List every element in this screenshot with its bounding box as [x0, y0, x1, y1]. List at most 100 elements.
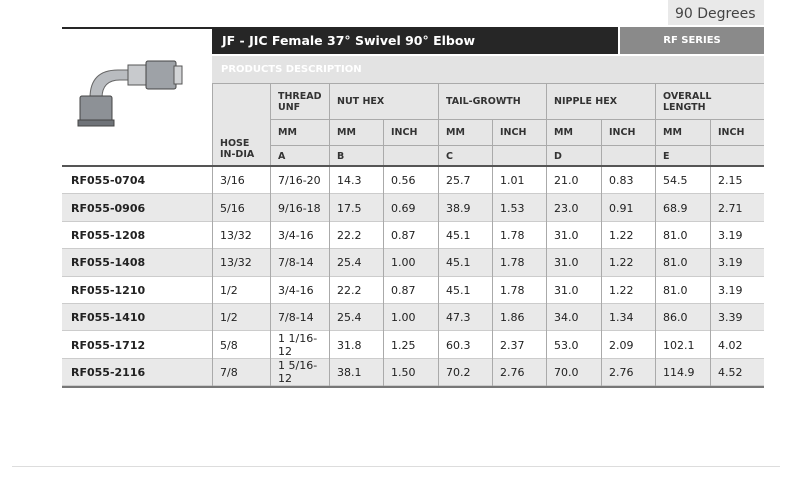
- cell: 3/16: [212, 167, 270, 195]
- cell: 1.01: [492, 167, 546, 195]
- cell: 31.0: [546, 249, 601, 277]
- cell: 70.0: [546, 358, 601, 387]
- cell: 13/32: [212, 249, 270, 277]
- unit-header: MM: [655, 119, 710, 145]
- cell: 0.56: [383, 167, 438, 195]
- cell: 1.78: [492, 249, 546, 277]
- cell: 0.69: [383, 194, 438, 222]
- cell: 0.91: [601, 194, 655, 222]
- cell: 1 1/16-12: [270, 331, 329, 359]
- cell: 54.5: [655, 167, 710, 195]
- cell: 1.22: [601, 249, 655, 277]
- letter-header: C: [438, 145, 492, 166]
- cell: 70.2: [438, 358, 492, 387]
- group-header: THREAD UNF: [270, 83, 329, 119]
- cell: 4.52: [710, 358, 764, 387]
- header-bottom-border: [62, 165, 764, 167]
- cell: 1.22: [601, 276, 655, 304]
- unit-header: INCH: [601, 119, 655, 145]
- cell: 13/32: [212, 221, 270, 250]
- cell: 7/8-14: [270, 249, 329, 277]
- row-bg: [62, 249, 764, 277]
- empty-header: [710, 145, 764, 166]
- cell: 2.37: [492, 331, 546, 359]
- cell: 22.2: [329, 221, 383, 250]
- unit-header: INCH: [710, 119, 764, 145]
- empty-header: [601, 145, 655, 166]
- cell: 9/16-18: [270, 194, 329, 222]
- row-bg: [62, 194, 764, 222]
- empty-header: [383, 145, 438, 166]
- cell: 21.0: [546, 167, 601, 195]
- cell: 31.8: [329, 331, 383, 359]
- cell: 17.5: [329, 194, 383, 222]
- part-number: RF055-2116: [71, 365, 146, 379]
- cell: 5/16: [212, 194, 270, 222]
- cell: 47.3: [438, 304, 492, 332]
- cell: 2.76: [601, 358, 655, 387]
- cell: 45.1: [438, 221, 492, 250]
- cell: 1.50: [383, 358, 438, 387]
- unit-header: INCH: [492, 119, 546, 145]
- cell: 1.00: [383, 304, 438, 332]
- part-number: RF055-0704: [71, 174, 146, 188]
- cell: 25.4: [329, 304, 383, 332]
- group-header: TAIL-GROWTH: [438, 83, 546, 119]
- row-bg: [62, 167, 764, 195]
- row-bg: [62, 276, 764, 304]
- cell: 60.3: [438, 331, 492, 359]
- group-header: NUT HEX: [329, 83, 438, 119]
- row-bg: [62, 221, 764, 250]
- cell: 0.83: [601, 167, 655, 195]
- cell: 81.0: [655, 249, 710, 277]
- series-label: RF SERIES: [618, 27, 764, 54]
- table-bottom-border: [62, 386, 764, 388]
- footer-line: [12, 466, 780, 467]
- cell: 23.0: [546, 194, 601, 222]
- group-header: OVERALL LENGTH: [655, 83, 764, 119]
- cell: 38.1: [329, 358, 383, 387]
- cell: 1.78: [492, 276, 546, 304]
- cell: 86.0: [655, 304, 710, 332]
- letter-header: B: [329, 145, 383, 166]
- cell: 5/8: [212, 331, 270, 359]
- cell: 2.71: [710, 194, 764, 222]
- unit-header: MM: [329, 119, 383, 145]
- cell: 34.0: [546, 304, 601, 332]
- products-description: PRODUCTS DESCRIPTION: [212, 56, 764, 83]
- part-number: RF055-1712: [71, 338, 146, 352]
- cell: 0.87: [383, 276, 438, 304]
- cell: 2.09: [601, 331, 655, 359]
- cell: 31.0: [546, 221, 601, 250]
- cell: 1.78: [492, 221, 546, 250]
- group-header: HOSE IN-DIA: [212, 83, 270, 166]
- cell: 3.19: [710, 276, 764, 304]
- product-image: [77, 60, 183, 127]
- cell: 114.9: [655, 358, 710, 387]
- empty-header: [492, 145, 546, 166]
- cell: 4.02: [710, 331, 764, 359]
- unit-header: INCH: [383, 119, 438, 145]
- unit-header: MM: [546, 119, 601, 145]
- cell: 3.39: [710, 304, 764, 332]
- cell: 1/2: [212, 304, 270, 332]
- cell: 2.76: [492, 358, 546, 387]
- corner-label: 90 Degrees: [668, 0, 764, 25]
- cell: 81.0: [655, 221, 710, 250]
- cell: 1.53: [492, 194, 546, 222]
- cell: 0.87: [383, 221, 438, 250]
- cell: 2.15: [710, 167, 764, 195]
- cell: 1 5/16-12: [270, 358, 329, 387]
- cell: 45.1: [438, 276, 492, 304]
- cell: 53.0: [546, 331, 601, 359]
- letter-header: E: [655, 145, 710, 166]
- cell: 3/4-16: [270, 221, 329, 250]
- cell: 7/8-14: [270, 304, 329, 332]
- cell: 14.3: [329, 167, 383, 195]
- cell: 38.9: [438, 194, 492, 222]
- cell: 25.4: [329, 249, 383, 277]
- cell: 7/16-20: [270, 167, 329, 195]
- cell: 7/8: [212, 358, 270, 387]
- row-bg: [62, 331, 764, 359]
- cell: 1/2: [212, 276, 270, 304]
